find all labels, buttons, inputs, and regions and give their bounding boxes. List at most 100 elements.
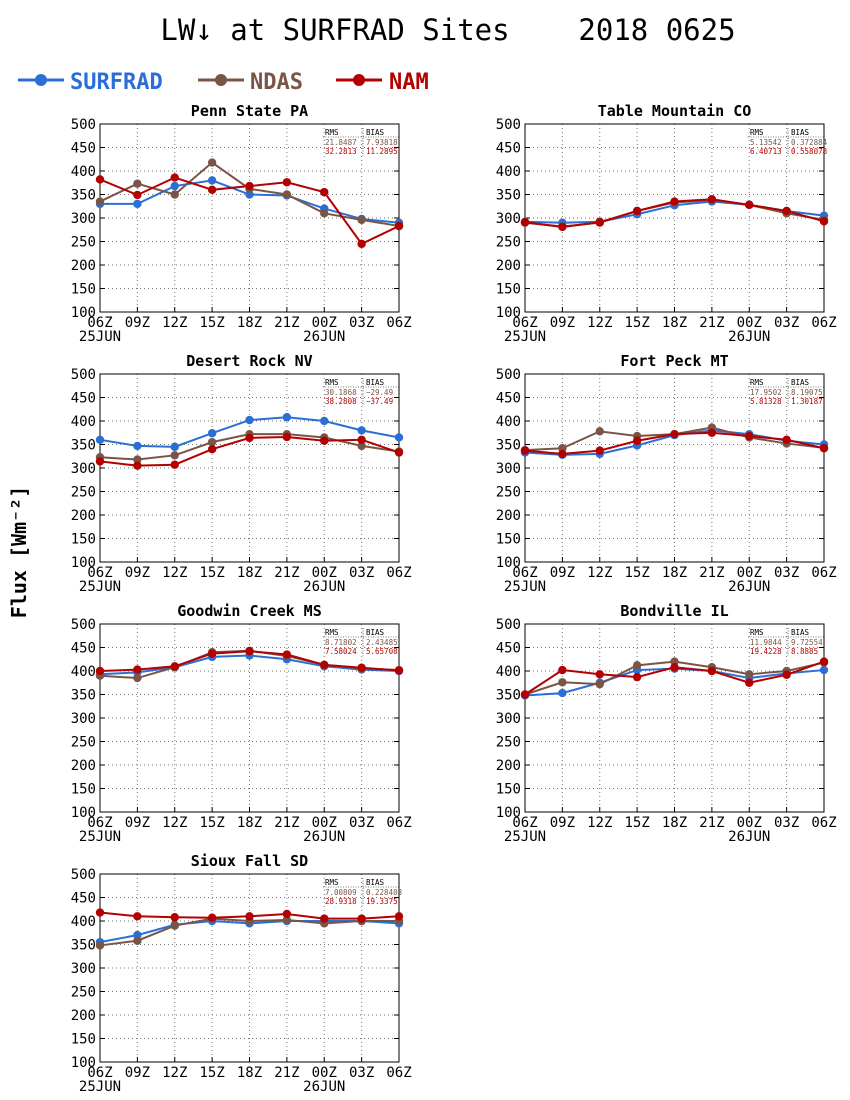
data-point <box>357 239 366 249</box>
data-point <box>632 672 642 682</box>
data-point <box>670 663 679 672</box>
data-point <box>745 200 754 210</box>
data-point <box>782 435 791 444</box>
data-point <box>632 661 642 670</box>
x-tick-label: 06Z <box>512 815 537 831</box>
data-point <box>595 218 604 227</box>
data-point <box>282 178 292 187</box>
y-tick-label: 100 <box>71 555 96 571</box>
stats-header-bias: BIAS <box>791 628 810 637</box>
data-point <box>707 428 717 437</box>
x-day-label: 26JUN <box>728 579 770 595</box>
panel: Goodwin Creek MS 100 150 200 250 300 350 400 450… <box>71 602 412 845</box>
x-tick-label: 03Z <box>349 315 374 331</box>
y-tick-label: 500 <box>71 617 96 633</box>
y-tick-label: 450 <box>496 141 521 157</box>
y-tick-label: 100 <box>71 305 96 321</box>
stats-rms-value: 17.9502 <box>750 388 782 397</box>
x-tick-label: 09Z <box>125 565 150 581</box>
stats-rms-value: 8.71802 <box>325 638 357 647</box>
x-tick-label: 21Z <box>699 565 724 581</box>
data-point <box>133 179 142 188</box>
stats-bias-value: 11.2895 <box>366 147 398 156</box>
panel: Desert Rock NV 100 150 200 250 300 350 400 450 50… <box>71 352 412 595</box>
data-point <box>394 221 404 231</box>
data-point <box>170 451 179 460</box>
data-point <box>95 941 105 950</box>
y-tick-label: 500 <box>496 367 521 383</box>
stats-header-bias: BIAS <box>366 378 385 387</box>
y-tick-label: 300 <box>71 961 96 977</box>
x-tick-label: 15Z <box>624 315 649 331</box>
y-tick-label: 400 <box>496 664 521 680</box>
x-tick-label: 09Z <box>550 565 575 581</box>
data-point <box>819 657 829 666</box>
legend-marker-ndas <box>215 74 227 86</box>
x-day-label: 25JUN <box>79 829 121 845</box>
y-tick-label: 250 <box>496 485 521 501</box>
stats-bias-value: 0.372884 <box>791 138 828 147</box>
data-point <box>357 663 366 672</box>
data-point <box>245 415 254 425</box>
x-tick-label: 15Z <box>199 1065 224 1081</box>
data-point <box>595 670 604 679</box>
y-tick-label: 400 <box>71 164 96 180</box>
y-tick-label: 500 <box>496 117 521 133</box>
data-point <box>170 921 179 930</box>
stats-header-bias: BIAS <box>791 128 810 137</box>
y-tick-label: 150 <box>71 532 96 548</box>
x-day-label: 25JUN <box>504 329 546 345</box>
data-point <box>357 914 366 923</box>
x-tick-label: 18Z <box>237 815 262 831</box>
data-point <box>133 665 142 674</box>
y-tick-label: 500 <box>71 867 96 883</box>
y-tick-label: 250 <box>71 235 96 251</box>
data-point <box>707 195 717 204</box>
stats-bias-value: 0.558078 <box>791 147 828 156</box>
x-tick-label: 06Z <box>386 815 411 831</box>
data-point <box>245 433 254 443</box>
x-day-label: 25JUN <box>504 579 546 595</box>
y-tick-label: 300 <box>71 711 96 727</box>
y-tick-label: 150 <box>496 282 521 298</box>
data-point <box>133 190 142 200</box>
data-point <box>95 666 105 676</box>
data-point <box>595 446 604 455</box>
legend-item-surfrad: SURFRAD <box>18 70 163 95</box>
data-point <box>320 436 329 445</box>
data-point <box>207 437 217 447</box>
y-axis-label: Flux [Wm⁻²] <box>7 486 31 618</box>
stats-bias-value: 2.43485 <box>366 638 398 647</box>
data-point <box>170 913 179 922</box>
data-point <box>745 670 754 679</box>
x-day-label: 26JUN <box>728 829 770 845</box>
legend-item-ndas: NDAS <box>198 70 303 95</box>
stats-header-bias: BIAS <box>366 878 385 887</box>
stats-header-bias: BIAS <box>366 628 385 637</box>
x-tick-label: 09Z <box>125 1065 150 1081</box>
data-point <box>95 457 105 466</box>
x-tick-label: 15Z <box>199 815 224 831</box>
y-tick-label: 200 <box>496 758 521 774</box>
y-tick-label: 250 <box>71 485 96 501</box>
data-point <box>170 181 179 191</box>
data-point <box>282 909 292 919</box>
data-point <box>745 431 754 441</box>
stats-rms-value: 28.9318 <box>325 897 357 906</box>
y-tick-label: 400 <box>496 414 521 430</box>
y-tick-label: 200 <box>71 758 96 774</box>
panel: Penn State PA 100 150 200 250 300 350 400 450 500… <box>71 102 412 345</box>
data-point <box>207 158 217 167</box>
chart-panels: Penn State PA 100 150 200 250 300 350 400 450 500… <box>71 102 837 1095</box>
x-day-label: 25JUN <box>504 829 546 845</box>
y-tick-label: 300 <box>496 711 521 727</box>
x-tick-label: 21Z <box>699 315 724 331</box>
x-tick-label: 03Z <box>349 1065 374 1081</box>
x-tick-label: 21Z <box>274 1065 299 1081</box>
y-tick-label: 300 <box>71 461 96 477</box>
data-point <box>558 449 567 459</box>
y-tick-label: 350 <box>71 688 96 704</box>
legend-marker-surfrad <box>35 74 47 86</box>
y-tick-label: 200 <box>496 508 521 524</box>
panel: Table Mountain CO 100 150 200 250 300 350 400 45… <box>496 102 837 345</box>
